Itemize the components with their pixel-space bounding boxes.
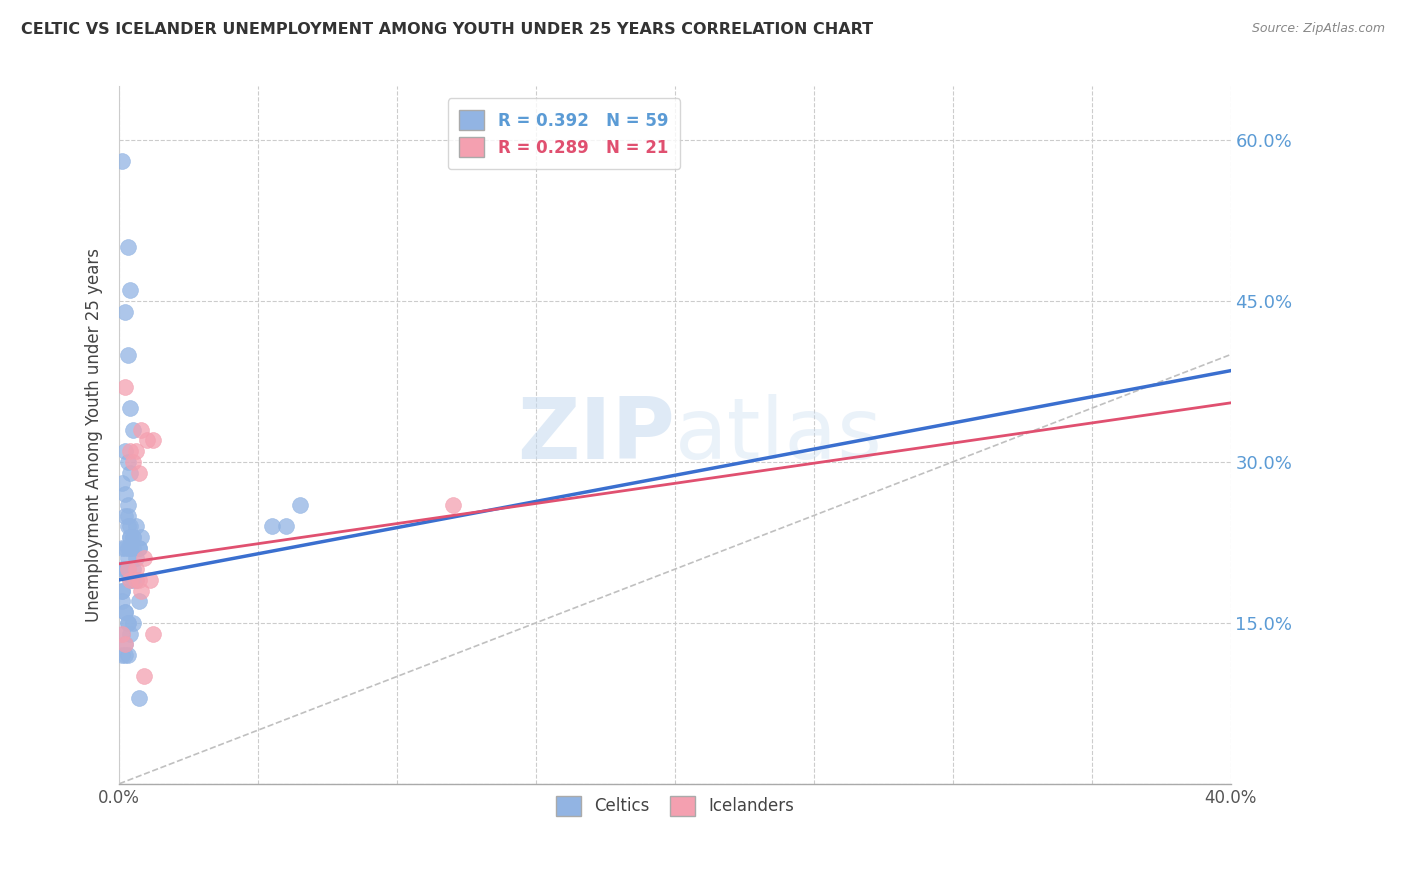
Point [142, 626, 165, 640]
Point [114, 562, 136, 576]
Point [128, 573, 150, 587]
Point [111, 154, 134, 169]
Point [111, 626, 134, 640]
Point [114, 487, 136, 501]
Point [125, 444, 148, 458]
Point [134, 551, 156, 566]
Point [111, 476, 134, 491]
Point [117, 498, 139, 512]
Point [117, 615, 139, 630]
Point [128, 594, 150, 608]
Point [125, 519, 148, 533]
Point [117, 615, 139, 630]
Point [117, 562, 139, 576]
Point [111, 626, 134, 640]
Point [128, 466, 150, 480]
Point [117, 519, 139, 533]
Point [114, 444, 136, 458]
Point [114, 605, 136, 619]
Point [122, 615, 145, 630]
Point [122, 530, 145, 544]
Point [111, 583, 134, 598]
Point [128, 541, 150, 555]
Point [111, 562, 134, 576]
Point [274, 519, 297, 533]
Y-axis label: Unemployment Among Youth under 25 years: Unemployment Among Youth under 25 years [86, 248, 103, 622]
Point [262, 519, 284, 533]
Point [139, 573, 162, 587]
Point [120, 626, 142, 640]
Point [114, 541, 136, 555]
Point [117, 508, 139, 523]
Point [117, 648, 139, 662]
Point [122, 530, 145, 544]
Point [114, 637, 136, 651]
Point [117, 348, 139, 362]
Point [114, 304, 136, 318]
Point [131, 583, 153, 598]
Point [122, 541, 145, 555]
Point [128, 541, 150, 555]
Point [134, 669, 156, 683]
Point [120, 530, 142, 544]
Point [288, 498, 311, 512]
Point [111, 583, 134, 598]
Point [111, 541, 134, 555]
Point [120, 530, 142, 544]
Point [120, 444, 142, 458]
Point [120, 466, 142, 480]
Point [136, 434, 159, 448]
Point [114, 637, 136, 651]
Point [125, 573, 148, 587]
Point [131, 423, 153, 437]
Point [125, 562, 148, 576]
Point [131, 530, 153, 544]
Point [111, 648, 134, 662]
Text: atlas: atlas [675, 393, 883, 476]
Point [125, 551, 148, 566]
Point [142, 434, 165, 448]
Point [117, 551, 139, 566]
Point [120, 283, 142, 297]
Point [117, 562, 139, 576]
Point [122, 562, 145, 576]
Point [117, 541, 139, 555]
Point [114, 508, 136, 523]
Point [125, 573, 148, 587]
Point [128, 690, 150, 705]
Point [111, 594, 134, 608]
Point [114, 562, 136, 576]
Point [117, 240, 139, 254]
Point [120, 541, 142, 555]
Point [441, 498, 464, 512]
Point [120, 519, 142, 533]
Text: CELTIC VS ICELANDER UNEMPLOYMENT AMONG YOUTH UNDER 25 YEARS CORRELATION CHART: CELTIC VS ICELANDER UNEMPLOYMENT AMONG Y… [21, 22, 873, 37]
Legend: Celtics, Icelanders: Celtics, Icelanders [548, 788, 803, 824]
Point [122, 423, 145, 437]
Point [120, 401, 142, 416]
Point [114, 605, 136, 619]
Point [122, 455, 145, 469]
Point [117, 455, 139, 469]
Point [120, 573, 142, 587]
Point [120, 573, 142, 587]
Text: ZIP: ZIP [517, 393, 675, 476]
Point [114, 648, 136, 662]
Point [114, 380, 136, 394]
Point [122, 573, 145, 587]
Text: Source: ZipAtlas.com: Source: ZipAtlas.com [1251, 22, 1385, 36]
